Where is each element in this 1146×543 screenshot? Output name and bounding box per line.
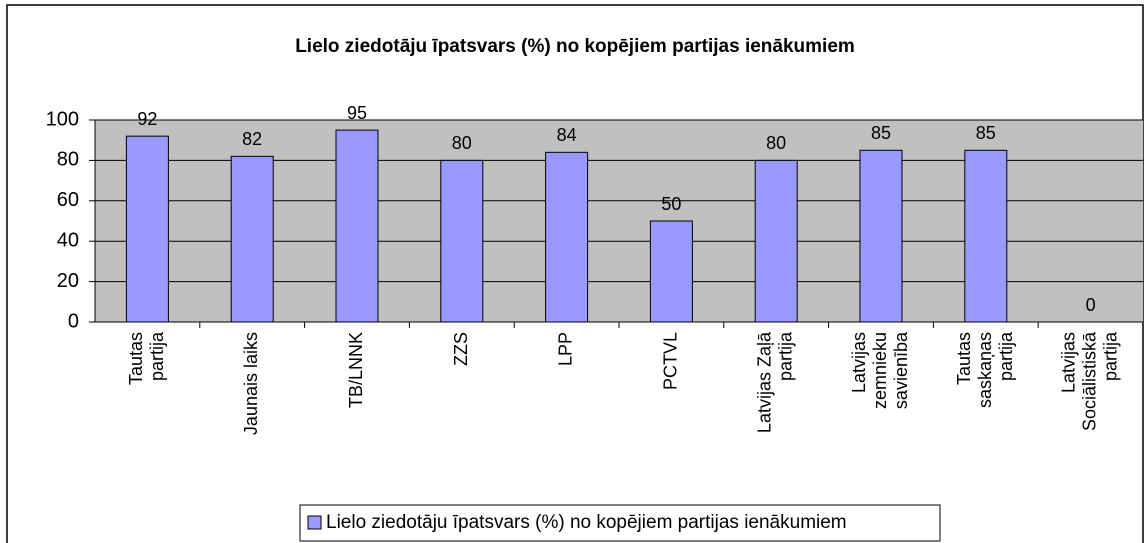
y-tick-label: 20: [57, 270, 79, 292]
bar: [649, 220, 693, 323]
x-tick-label: Tautassaskaņaspartija: [954, 331, 1016, 408]
x-tick-label: LatvijasSociālistiskāpartija: [1058, 331, 1120, 431]
data-label: 0: [1086, 295, 1096, 315]
data-label: 85: [871, 123, 891, 143]
bar: [545, 151, 589, 323]
data-label: 92: [137, 109, 157, 129]
x-tick-label: Latvijas Zaļāpartija: [754, 331, 795, 433]
x-tick-label: LPP: [555, 332, 575, 366]
x-tick-label: PCTVL: [660, 332, 680, 390]
data-label: 95: [347, 103, 367, 123]
data-label: 50: [661, 194, 681, 214]
chart-title: Lielo ziedotāju īpatsvars (%) no kopējie…: [295, 36, 855, 57]
legend-box: [299, 504, 941, 542]
y-tick-label: 0: [68, 310, 79, 332]
x-tick-label: TB/LNNK: [346, 332, 366, 408]
y-tick-label: 100: [46, 108, 79, 130]
data-label: 85: [976, 123, 996, 143]
x-tick-label: ZZS: [451, 332, 471, 366]
bar: [335, 129, 379, 323]
y-tick-label: 40: [57, 229, 79, 251]
data-label: 84: [557, 125, 577, 145]
bar: [964, 149, 1008, 323]
data-label: 82: [242, 129, 262, 149]
x-tick-label: Jaunais laiks: [241, 332, 261, 435]
y-tick-label: 60: [57, 189, 79, 211]
y-tick-label: 80: [57, 149, 79, 171]
bar: [859, 149, 903, 323]
data-label: 80: [452, 133, 472, 153]
legend-label: Lielo ziedotāju īpatsvars (%) no kopējie…: [326, 512, 847, 533]
x-tick-label: Latvijaszemniekusavienība: [849, 331, 911, 409]
data-label: 80: [766, 133, 786, 153]
bar: [440, 159, 484, 323]
bar: [125, 135, 169, 323]
x-tick-label: Tautaspartija: [126, 331, 167, 385]
legend-marker: [307, 515, 322, 530]
bar: [754, 159, 798, 323]
bar: [230, 155, 274, 323]
